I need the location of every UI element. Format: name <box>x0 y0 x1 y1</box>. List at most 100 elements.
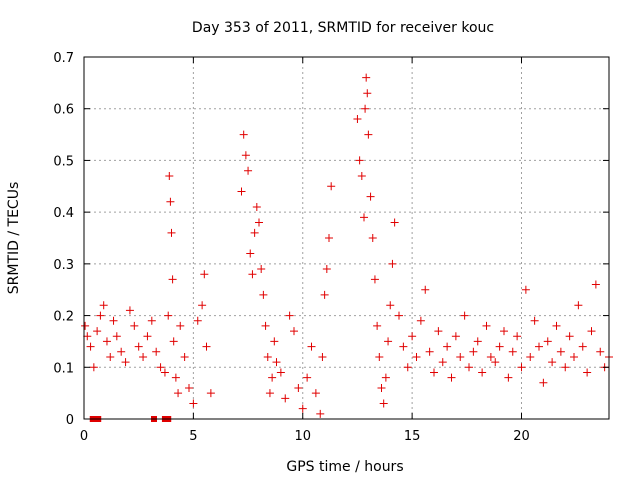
data-point <box>239 130 248 139</box>
data-point <box>482 321 491 330</box>
data-point <box>403 363 412 372</box>
data-point <box>425 347 434 356</box>
data-point <box>89 363 98 372</box>
data-point <box>152 347 161 356</box>
data-point <box>543 337 552 346</box>
data-point <box>180 352 189 361</box>
data-point <box>388 259 397 268</box>
data-point <box>390 218 399 227</box>
data-point <box>171 373 180 382</box>
data-point <box>469 347 478 356</box>
data-point <box>438 358 447 367</box>
data-point <box>276 368 285 377</box>
data-point <box>102 337 111 346</box>
data-point <box>246 249 255 258</box>
data-point <box>272 358 281 367</box>
data-point <box>363 89 372 98</box>
data-point <box>244 166 253 175</box>
data-point <box>322 265 331 274</box>
data-point <box>561 363 570 372</box>
data-point <box>250 228 259 237</box>
data-point <box>362 73 371 82</box>
data-point <box>443 342 452 351</box>
data-point <box>325 234 333 242</box>
data-point <box>368 234 377 242</box>
data-point <box>379 399 388 408</box>
data-point <box>447 373 456 382</box>
data-point <box>198 301 207 310</box>
data-point <box>434 327 443 336</box>
data-point <box>174 389 183 398</box>
data-point <box>364 130 373 139</box>
data-point <box>147 316 156 325</box>
x-tick-label: 0 <box>80 429 88 444</box>
data-point <box>530 316 539 325</box>
data-point <box>504 373 513 382</box>
data-point <box>412 352 421 361</box>
data-point <box>495 342 504 351</box>
data-point <box>353 115 362 124</box>
data-point <box>375 352 384 361</box>
x-tick-label: 5 <box>189 429 197 444</box>
data-point <box>99 301 108 310</box>
data-point <box>93 327 102 336</box>
data-point <box>311 389 320 398</box>
data-point <box>587 327 596 336</box>
data-point <box>478 368 487 377</box>
data-point <box>290 327 298 336</box>
data-point <box>526 352 535 361</box>
y-tick-label: 0.5 <box>53 154 74 169</box>
data-point <box>255 218 263 227</box>
data-point <box>583 368 592 377</box>
data-point <box>366 192 375 201</box>
data-point <box>316 409 325 418</box>
data-point <box>456 352 465 361</box>
data-point <box>134 342 143 351</box>
data-point <box>164 311 173 320</box>
x-tick-label: 20 <box>513 429 530 444</box>
y-tick-label: 0.1 <box>53 361 74 376</box>
data-point <box>248 270 257 279</box>
x-tick-label: 15 <box>404 429 421 444</box>
data-point <box>473 337 482 346</box>
data-point <box>176 321 185 330</box>
data-point <box>167 228 176 237</box>
data-point <box>361 104 370 113</box>
data-point <box>193 316 202 325</box>
data-point <box>257 265 266 274</box>
data-point <box>416 316 425 325</box>
data-point <box>521 285 530 294</box>
y-axis-title: SRMTID / TECUs <box>6 182 22 295</box>
data-point <box>360 213 368 222</box>
data-point <box>381 373 390 382</box>
x-axis-title: GPS time / hours <box>286 459 403 475</box>
data-point <box>168 275 177 284</box>
data-point <box>241 151 250 160</box>
data-point <box>552 321 561 330</box>
data-point <box>117 347 126 356</box>
y-tick-label: 0.6 <box>53 103 74 118</box>
data-point <box>430 368 438 377</box>
data-point <box>578 342 587 351</box>
data-point <box>307 342 316 351</box>
data-point <box>355 156 364 165</box>
data-point <box>303 373 312 382</box>
data-point <box>285 311 294 320</box>
data-points <box>81 73 613 422</box>
x-tick-label: 10 <box>294 429 311 444</box>
data-point <box>265 389 274 398</box>
data-point <box>112 332 121 341</box>
data-point <box>200 270 209 279</box>
data-point <box>294 383 303 392</box>
data-point <box>357 171 366 180</box>
data-point <box>370 275 379 284</box>
data-point <box>373 321 382 330</box>
data-point <box>252 202 261 211</box>
data-point <box>395 311 403 320</box>
data-point <box>259 290 268 299</box>
data-point <box>121 358 130 367</box>
data-point <box>574 301 583 310</box>
data-point <box>565 332 574 341</box>
data-point <box>386 301 395 310</box>
data-point <box>206 389 215 398</box>
